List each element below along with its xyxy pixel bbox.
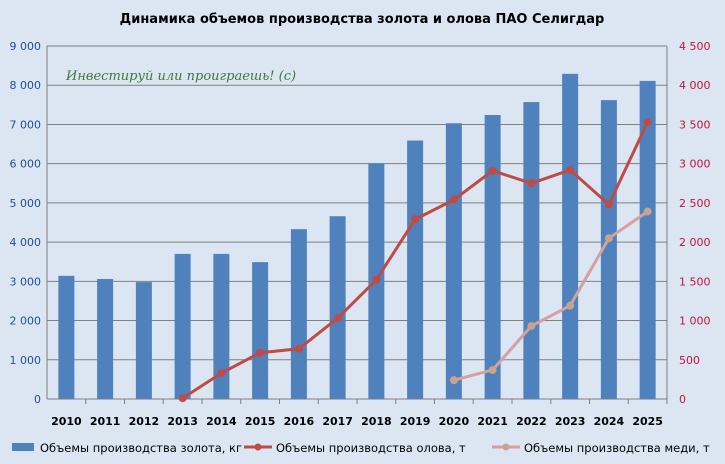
left-tick-label: 1 000: [10, 354, 42, 367]
point-tin-2024: [604, 200, 613, 209]
bar-gold-2010: [58, 275, 75, 399]
x-tick-label: 2022: [516, 415, 547, 428]
bar-gold-2013: [174, 253, 191, 399]
point-copper-2021: [488, 365, 497, 374]
legend-copper: Объемы производства меди, т: [524, 441, 710, 455]
legend-tin: Объемы производства олова, т: [276, 441, 466, 455]
x-tick-label: 2010: [51, 415, 82, 428]
x-tick-label: 2014: [206, 415, 237, 428]
bar-gold-2020: [445, 123, 462, 400]
left-tick-label: 7 000: [10, 118, 42, 131]
point-tin-2014: [217, 369, 226, 378]
point-tin-2020: [449, 195, 458, 204]
x-tick-label: 2018: [361, 415, 392, 428]
left-tick-label: 3 000: [10, 275, 42, 288]
x-tick-label: 2021: [477, 415, 508, 428]
right-tick-label: 3 000: [679, 158, 711, 171]
bar-gold-2024: [600, 100, 617, 400]
right-tick-label: 1 000: [679, 315, 711, 328]
x-tick-label: 2015: [245, 415, 276, 428]
x-tick-label: 2023: [555, 415, 586, 428]
left-tick-label: 2 000: [10, 315, 42, 328]
point-tin-2017: [333, 314, 342, 323]
x-tick-label: 2017: [322, 415, 353, 428]
bar-gold-2021: [484, 115, 501, 399]
bar-gold-2016: [290, 229, 307, 399]
x-tick-label: 2013: [167, 415, 198, 428]
legend-marker-tin: [254, 443, 262, 451]
bar-gold-2023: [562, 73, 579, 399]
right-tick-label: 4 500: [679, 40, 711, 53]
point-tin-2023: [566, 165, 575, 174]
line-copper: [453, 210, 649, 382]
left-tick-label: 5 000: [10, 197, 42, 210]
x-tick-label: 2020: [439, 415, 470, 428]
left-tick-label: 6 000: [10, 158, 42, 171]
legend-gold: Объемы производства золота, кг: [40, 441, 242, 455]
left-tick-label: 9 000: [10, 40, 42, 53]
right-tick-label: 1 500: [679, 275, 711, 288]
x-tick-label: 2025: [632, 415, 663, 428]
right-tick-label: 0: [679, 393, 686, 406]
x-tick-label: 2012: [129, 415, 160, 428]
legend: Объемы производства золота, кг Объемы пр…: [12, 441, 710, 455]
x-tick-label: 2019: [400, 415, 431, 428]
bar-gold-2011: [97, 278, 114, 399]
bar-gold-2017: [329, 216, 346, 399]
x-tick-label: 2016: [284, 415, 315, 428]
point-copper-2020: [449, 376, 458, 385]
legend-marker-copper: [502, 443, 510, 451]
point-tin-2016: [294, 344, 303, 353]
right-tick-label: 2 500: [679, 197, 711, 210]
left-tick-label: 8 000: [10, 79, 42, 92]
bar-gold-2025: [639, 80, 656, 399]
point-copper-2024: [604, 234, 613, 243]
chart-title: Динамика объемов производства золота и о…: [120, 12, 605, 27]
left-tick-label: 4 000: [10, 236, 42, 249]
point-tin-2018: [372, 275, 381, 284]
bar-gold-2015: [252, 262, 269, 399]
point-copper-2025: [643, 207, 652, 216]
legend-swatch-gold: [12, 443, 34, 451]
x-tick-label: 2024: [594, 415, 625, 428]
right-tick-label: 4 000: [679, 79, 711, 92]
bar-gold-2022: [523, 102, 540, 400]
point-copper-2023: [566, 301, 575, 310]
point-tin-2013: [178, 394, 187, 403]
point-tin-2022: [527, 179, 536, 188]
right-tick-label: 3 500: [679, 118, 711, 131]
watermark: Инвестируй или проиграешь! (с): [65, 69, 296, 84]
right-tick-label: 500: [679, 354, 700, 367]
bar-gold-2012: [135, 282, 152, 399]
point-tin-2021: [488, 166, 497, 175]
point-tin-2015: [256, 348, 265, 357]
point-tin-2025: [643, 118, 652, 127]
left-tick-label: 0: [34, 393, 41, 406]
right-tick-label: 2 000: [679, 236, 711, 249]
bar-gold-2019: [407, 140, 424, 399]
point-tin-2019: [411, 215, 420, 224]
x-tick-label: 2011: [90, 415, 121, 428]
point-copper-2022: [527, 322, 536, 331]
bar-gold-2014: [213, 253, 230, 399]
